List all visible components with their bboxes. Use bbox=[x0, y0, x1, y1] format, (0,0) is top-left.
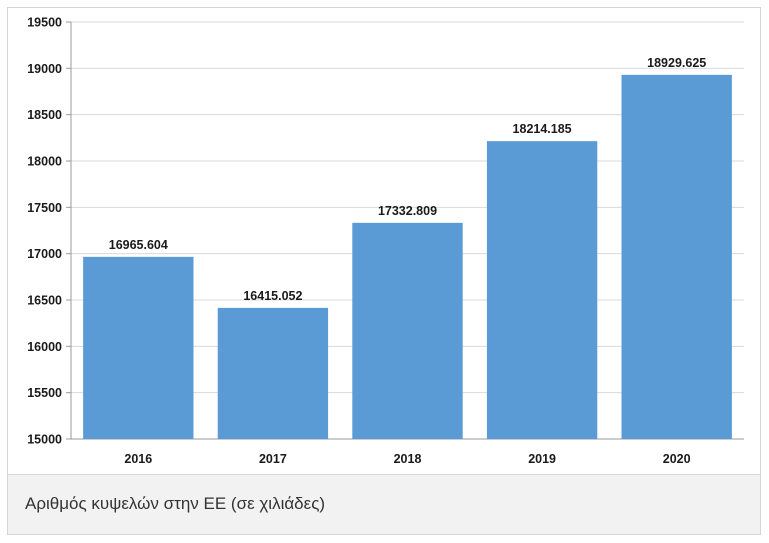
x-tick-label: 2020 bbox=[663, 452, 691, 466]
y-tick-label: 19000 bbox=[27, 62, 62, 76]
x-tick-label: 2019 bbox=[528, 452, 556, 466]
caption-bar: Αριθμός κυψελών στην ΕΕ (σε χιλιάδες) bbox=[8, 474, 760, 534]
figure-frame: 15000 15500 16000 16500 17000 17500 18000 18500… bbox=[7, 7, 761, 535]
bar-2020 bbox=[621, 74, 732, 440]
x-tick-label: 2017 bbox=[259, 452, 287, 466]
data-label: 18214.185 bbox=[513, 122, 572, 136]
x-tick-label: 2016 bbox=[124, 452, 152, 466]
y-tick-label: 15500 bbox=[27, 386, 62, 400]
y-tick-label: 18000 bbox=[27, 155, 62, 169]
y-tick-label: 17000 bbox=[27, 247, 62, 261]
y-tick-label: 18500 bbox=[27, 108, 62, 122]
y-tick-label: 15000 bbox=[27, 433, 62, 447]
y-tick-label: 19500 bbox=[27, 16, 62, 30]
bar-2016 bbox=[83, 256, 194, 439]
figure-caption: Αριθμός κυψελών στην ΕΕ (σε χιλιάδες) bbox=[25, 494, 326, 513]
data-label: 17332.809 bbox=[378, 204, 437, 218]
chart-area: 15000 15500 16000 16500 17000 17500 18000 18500… bbox=[8, 8, 760, 474]
data-label: 16965.604 bbox=[109, 238, 168, 252]
x-tick-label: 2018 bbox=[394, 452, 422, 466]
y-tick-label: 16500 bbox=[27, 294, 62, 308]
data-label: 18929.625 bbox=[647, 56, 706, 70]
data-label: 16415.052 bbox=[243, 289, 302, 303]
bar-2017 bbox=[217, 307, 329, 439]
bar-2019 bbox=[486, 141, 598, 439]
bar-2018 bbox=[352, 222, 463, 439]
y-tick-label: 16000 bbox=[27, 340, 62, 354]
y-tick-label: 17500 bbox=[27, 201, 62, 215]
bar-chart: 15000 15500 16000 16500 17000 17500 18000 18500… bbox=[27, 16, 744, 466]
